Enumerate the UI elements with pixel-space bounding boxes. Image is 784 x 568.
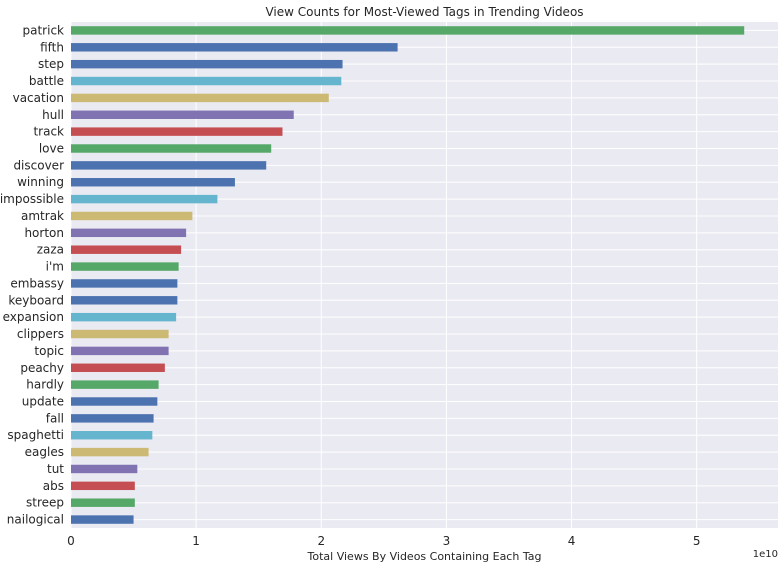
y-tick-label: i'm xyxy=(46,260,64,274)
bar-horton xyxy=(71,228,187,238)
y-tick-labels: patrick fifth step battle vacation hull track l… xyxy=(0,23,64,526)
y-tick-label: clippers xyxy=(17,327,64,341)
bar-i'm xyxy=(71,262,179,271)
plot-area xyxy=(71,22,778,528)
x-axis-label: Total Views By Videos Containing Each Ta… xyxy=(307,550,542,563)
y-tick-label: horton xyxy=(24,226,64,240)
bar-clippers xyxy=(71,329,169,339)
y-tick-label: keyboard xyxy=(8,293,64,307)
x-axis-offset-label: 1e10 xyxy=(753,549,778,560)
bar-streep xyxy=(71,498,135,507)
y-tick-label: amtrak xyxy=(21,209,64,223)
bar-zaza xyxy=(71,245,182,254)
bar-tut xyxy=(71,464,138,474)
y-tick-label: streep xyxy=(26,496,64,510)
y-tick-label: impossible xyxy=(0,192,64,206)
y-tick-label: abs xyxy=(43,479,64,493)
y-tick-label: update xyxy=(22,395,64,409)
bar-battle xyxy=(71,76,342,86)
y-tick-label: zaza xyxy=(37,243,64,257)
bar-discover xyxy=(71,161,267,170)
bar-fall xyxy=(71,414,154,423)
bar-hardly xyxy=(71,380,159,389)
bar-winning xyxy=(71,178,235,187)
x-tick-labels: 0 1 2 3 4 5 xyxy=(67,534,700,548)
x-tick-label: 5 xyxy=(693,534,701,548)
bar-vacation xyxy=(71,93,329,103)
y-tick-label: discover xyxy=(13,158,64,172)
y-tick-label: hardly xyxy=(26,378,64,392)
bar-update xyxy=(71,397,158,406)
bar-amtrak xyxy=(71,211,193,221)
y-tick-label: hull xyxy=(42,108,64,122)
y-tick-label: love xyxy=(39,142,64,156)
bar-patrick xyxy=(71,26,745,35)
y-tick-label: battle xyxy=(29,74,64,88)
y-tick-label: fifth xyxy=(40,40,64,54)
bar-love xyxy=(71,144,272,153)
bar-hull xyxy=(71,110,294,119)
y-tick-label: topic xyxy=(34,344,64,358)
x-tick-label: 1 xyxy=(192,534,200,548)
y-tick-label: step xyxy=(38,57,64,71)
x-tick-label: 2 xyxy=(317,534,325,548)
bar-fifth xyxy=(71,43,398,52)
y-tick-label: eagles xyxy=(25,445,64,459)
y-tick-label: peachy xyxy=(20,361,64,375)
y-tick-label: vacation xyxy=(13,91,64,105)
y-tick-label: expansion xyxy=(3,310,64,324)
x-tick-label: 3 xyxy=(443,534,451,548)
bar-spaghetti xyxy=(71,431,153,440)
bars xyxy=(71,26,745,524)
bar-step xyxy=(71,59,343,69)
bar-track xyxy=(71,127,283,136)
bar-abs xyxy=(71,481,135,491)
bar-peachy xyxy=(71,363,165,372)
y-tick-label: tut xyxy=(47,462,64,476)
bar-eagles xyxy=(71,447,149,457)
bar-embassy xyxy=(71,279,178,288)
y-tick-label: nailogical xyxy=(7,513,64,527)
y-tick-label: embassy xyxy=(10,276,64,290)
x-tick-label: 4 xyxy=(568,534,576,548)
x-tick-label: 0 xyxy=(67,534,75,548)
bar-keyboard xyxy=(71,296,178,305)
bar-nailogical xyxy=(71,515,134,524)
bar-impossible xyxy=(71,194,218,204)
y-tick-label: patrick xyxy=(23,23,65,37)
y-tick-label: winning xyxy=(17,175,64,189)
y-tick-label: track xyxy=(33,125,64,139)
y-tick-label: fall xyxy=(46,411,64,425)
bar-topic xyxy=(71,346,169,356)
y-tick-label: spaghetti xyxy=(7,428,64,442)
chart-title: View Counts for Most-Viewed Tags in Tren… xyxy=(265,5,583,19)
bar-expansion xyxy=(71,312,177,322)
